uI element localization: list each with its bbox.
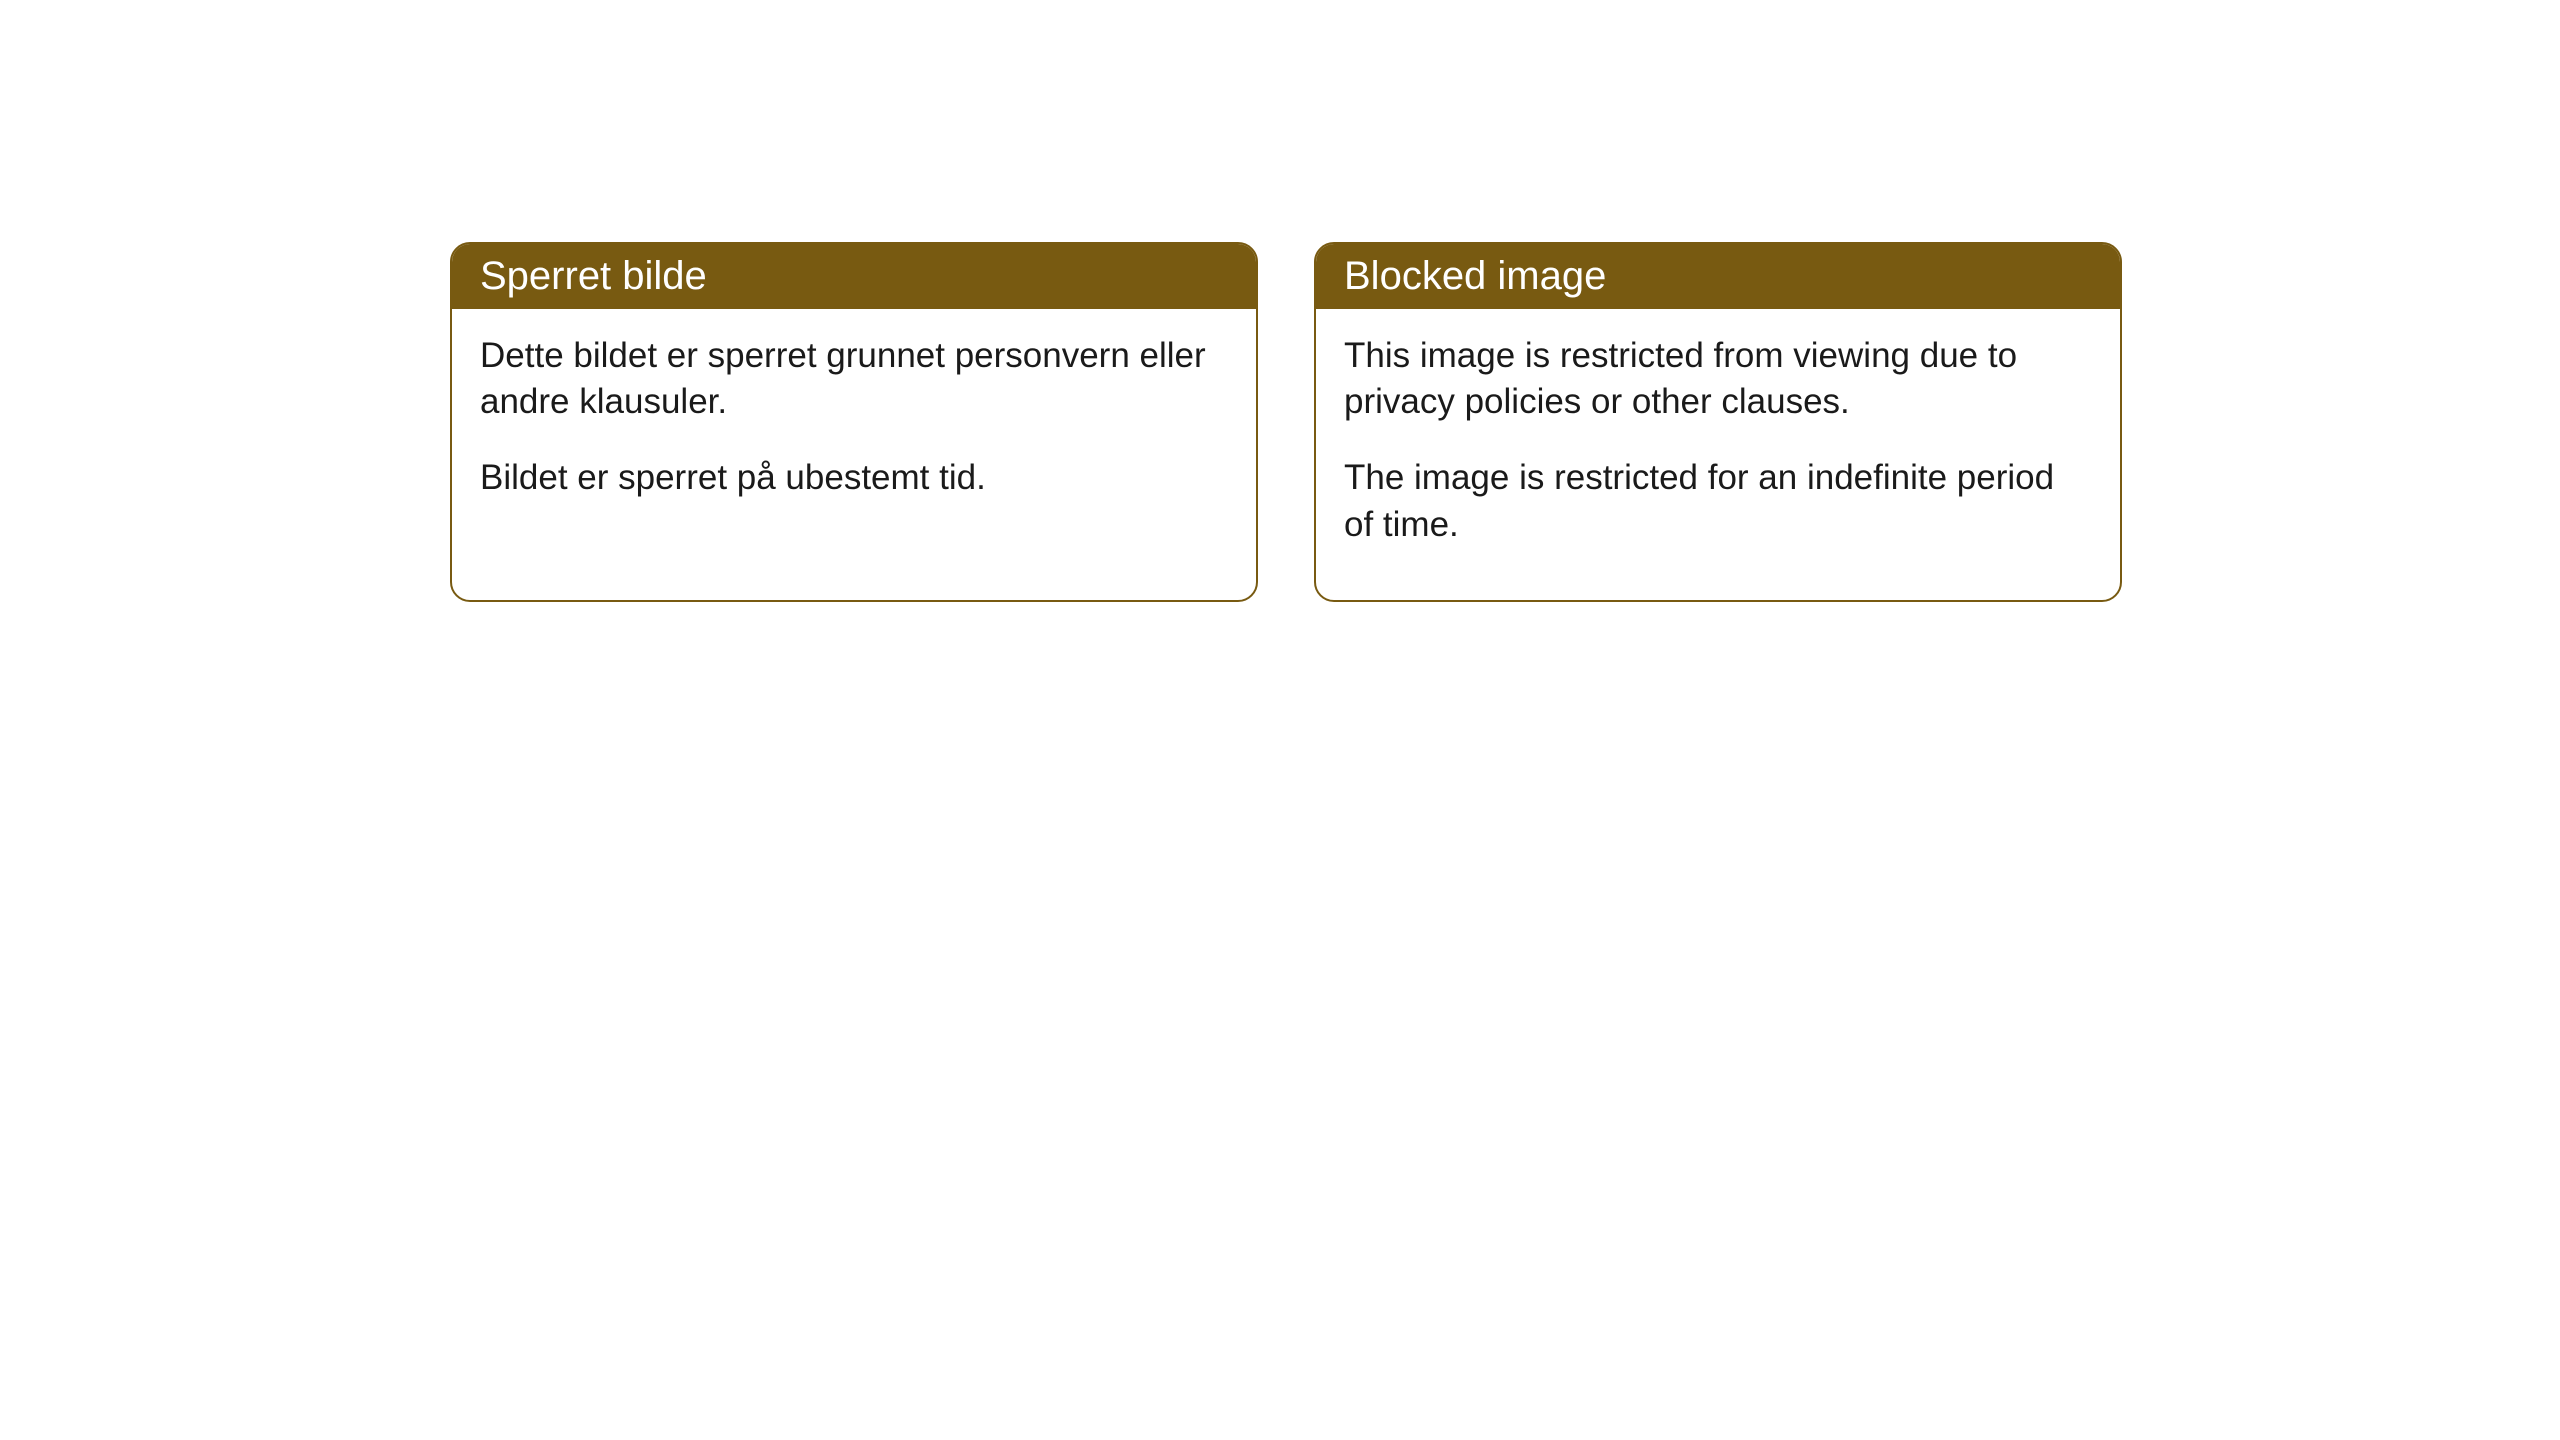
card-paragraph-1: Dette bildet er sperret grunnet personve… [480,333,1228,425]
card-header: Blocked image [1316,244,2120,309]
card-body: Dette bildet er sperret grunnet personve… [452,309,1256,554]
notice-cards-container: Sperret bilde Dette bildet er sperret gr… [450,242,2122,602]
card-header: Sperret bilde [452,244,1256,309]
card-title: Blocked image [1344,254,1606,298]
card-paragraph-1: This image is restricted from viewing du… [1344,333,2092,425]
card-paragraph-2: Bildet er sperret på ubestemt tid. [480,455,1228,501]
card-paragraph-2: The image is restricted for an indefinit… [1344,455,2092,547]
notice-card-english: Blocked image This image is restricted f… [1314,242,2122,602]
card-body: This image is restricted from viewing du… [1316,309,2120,600]
card-title: Sperret bilde [480,254,707,298]
notice-card-norwegian: Sperret bilde Dette bildet er sperret gr… [450,242,1258,602]
